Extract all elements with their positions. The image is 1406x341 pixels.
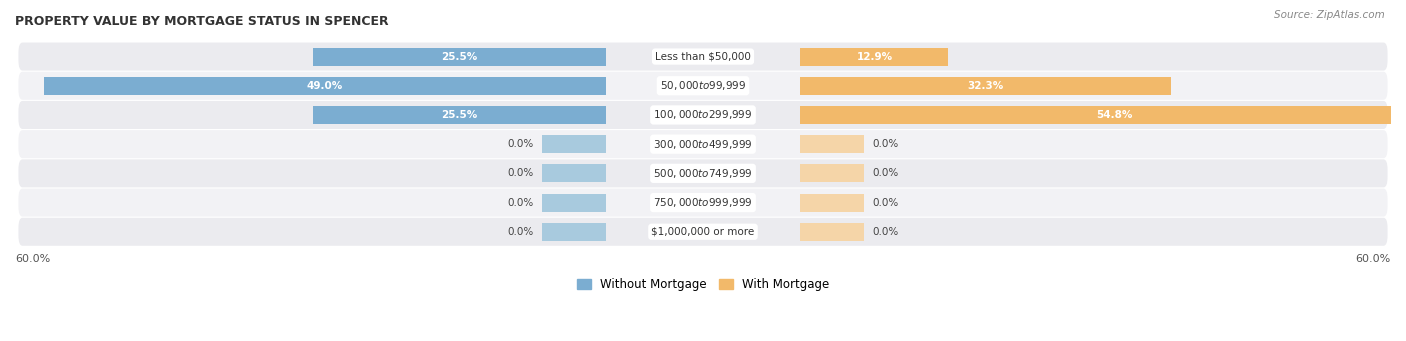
Text: 25.5%: 25.5% xyxy=(441,51,478,62)
Text: PROPERTY VALUE BY MORTGAGE STATUS IN SPENCER: PROPERTY VALUE BY MORTGAGE STATUS IN SPE… xyxy=(15,15,388,28)
Bar xyxy=(800,164,863,182)
Bar xyxy=(543,135,606,153)
FancyBboxPatch shape xyxy=(18,43,1388,71)
Text: 0.0%: 0.0% xyxy=(873,139,898,149)
Bar xyxy=(543,164,606,182)
Bar xyxy=(800,135,863,153)
Text: $300,000 to $499,999: $300,000 to $499,999 xyxy=(654,138,752,151)
Text: 0.0%: 0.0% xyxy=(508,139,533,149)
Text: 0.0%: 0.0% xyxy=(873,168,898,178)
Bar xyxy=(314,47,606,65)
Bar xyxy=(800,223,863,241)
Legend: Without Mortgage, With Mortgage: Without Mortgage, With Mortgage xyxy=(572,273,834,296)
Bar xyxy=(800,106,1406,124)
FancyBboxPatch shape xyxy=(18,159,1388,188)
Text: $100,000 to $299,999: $100,000 to $299,999 xyxy=(654,108,752,121)
Text: 60.0%: 60.0% xyxy=(1355,254,1391,264)
Bar xyxy=(44,77,606,95)
Text: 0.0%: 0.0% xyxy=(508,197,533,208)
Bar xyxy=(800,194,863,212)
Text: $50,000 to $99,999: $50,000 to $99,999 xyxy=(659,79,747,92)
Text: Less than $50,000: Less than $50,000 xyxy=(655,51,751,62)
Text: 32.3%: 32.3% xyxy=(967,81,1004,91)
Bar xyxy=(800,77,1171,95)
Bar xyxy=(543,194,606,212)
FancyBboxPatch shape xyxy=(18,72,1388,100)
FancyBboxPatch shape xyxy=(18,218,1388,246)
Text: Source: ZipAtlas.com: Source: ZipAtlas.com xyxy=(1274,10,1385,20)
Text: $750,000 to $999,999: $750,000 to $999,999 xyxy=(654,196,752,209)
Bar xyxy=(314,106,606,124)
Text: 0.0%: 0.0% xyxy=(873,197,898,208)
Text: 60.0%: 60.0% xyxy=(15,254,51,264)
FancyBboxPatch shape xyxy=(18,189,1388,217)
Text: 54.8%: 54.8% xyxy=(1097,110,1133,120)
Text: 0.0%: 0.0% xyxy=(873,227,898,237)
Text: $1,000,000 or more: $1,000,000 or more xyxy=(651,227,755,237)
Bar xyxy=(800,47,949,65)
Bar xyxy=(543,223,606,241)
FancyBboxPatch shape xyxy=(18,101,1388,129)
Text: 0.0%: 0.0% xyxy=(508,227,533,237)
FancyBboxPatch shape xyxy=(18,130,1388,158)
Text: $500,000 to $749,999: $500,000 to $749,999 xyxy=(654,167,752,180)
Text: 12.9%: 12.9% xyxy=(856,51,893,62)
Text: 25.5%: 25.5% xyxy=(441,110,478,120)
Text: 49.0%: 49.0% xyxy=(307,81,343,91)
Text: 0.0%: 0.0% xyxy=(508,168,533,178)
